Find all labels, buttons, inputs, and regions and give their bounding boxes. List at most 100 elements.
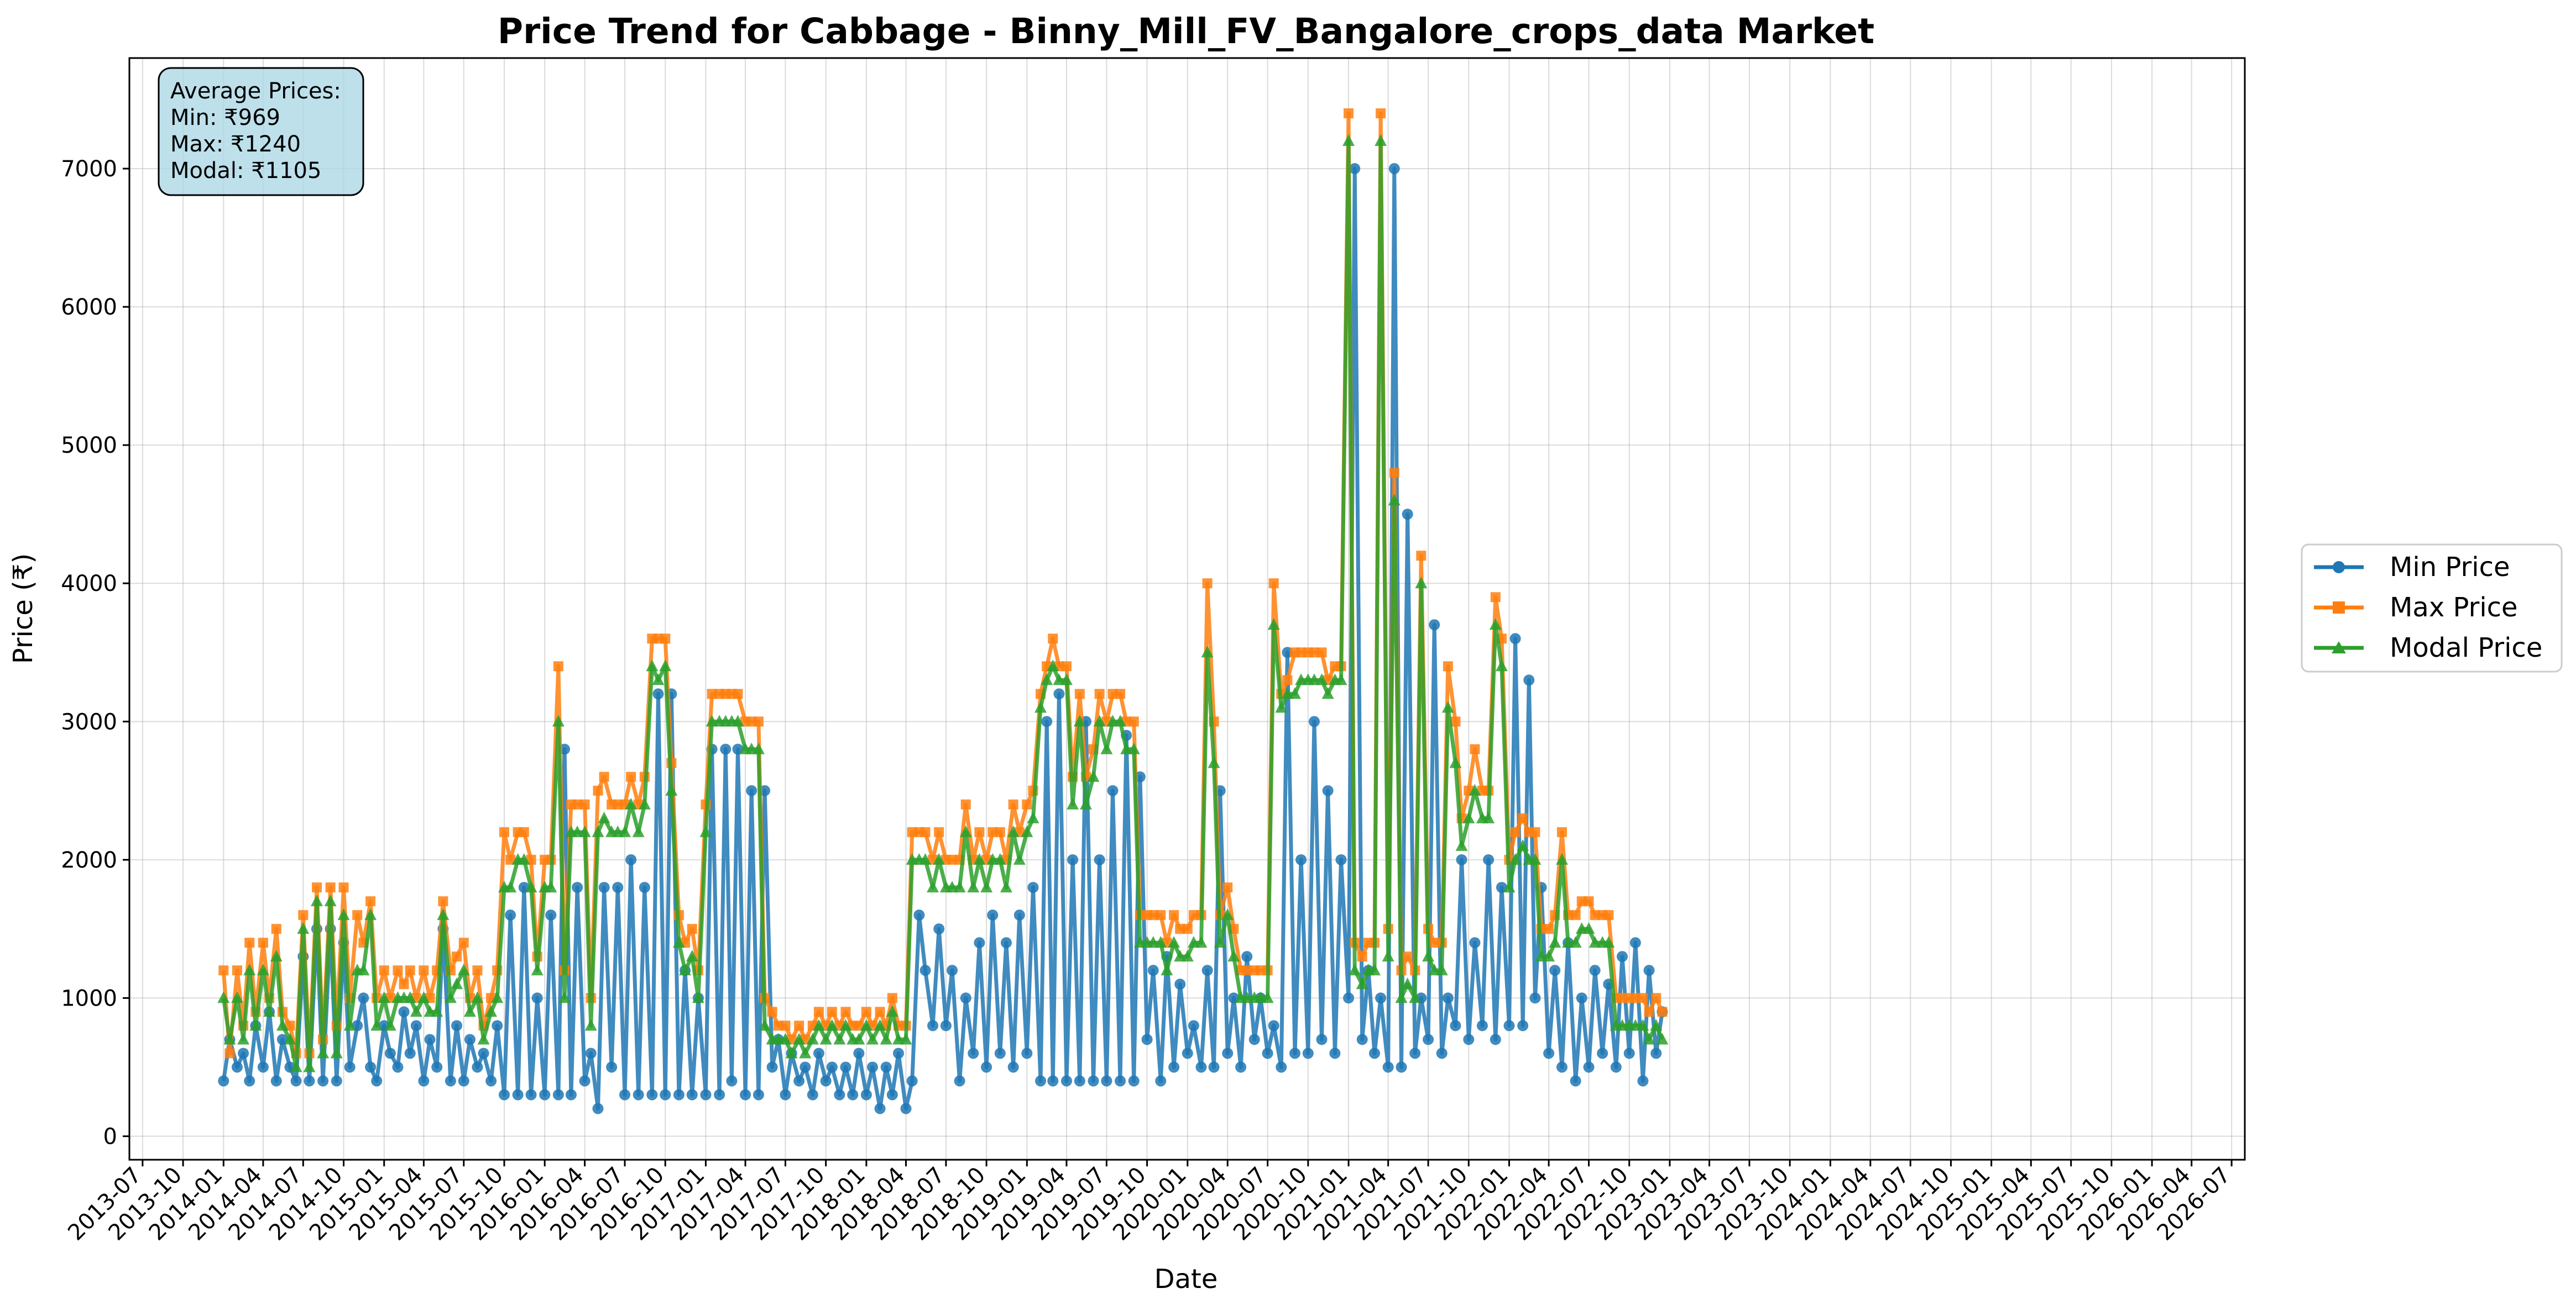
data-point-modal — [672, 936, 685, 948]
data-point-min — [720, 743, 731, 755]
data-point-max — [285, 1020, 295, 1031]
data-point-min — [445, 1075, 456, 1087]
data-point-min — [392, 1061, 404, 1073]
data-point-max — [519, 827, 529, 837]
data-point-max — [1008, 799, 1018, 810]
data-point-min — [344, 1061, 356, 1073]
data-point-modal — [967, 881, 980, 893]
data-point-max — [505, 855, 516, 865]
data-point-max — [1402, 951, 1413, 962]
data-point-max — [1344, 108, 1354, 119]
data-point-min — [652, 688, 664, 700]
data-point-min — [539, 1089, 551, 1101]
data-point-modal — [874, 1019, 886, 1031]
data-point-min — [639, 882, 650, 893]
data-point-max — [1022, 799, 1032, 810]
data-point-min — [1182, 1048, 1193, 1059]
data-point-min — [793, 1075, 805, 1087]
data-point-modal — [927, 881, 939, 893]
data-point-min — [1128, 1075, 1140, 1087]
data-point-max — [1175, 924, 1185, 934]
data-point-min — [1623, 1048, 1635, 1059]
data-point-min — [1529, 992, 1541, 1004]
data-point-min — [290, 1075, 302, 1087]
data-point-max — [626, 772, 636, 782]
data-point-modal — [237, 1033, 250, 1045]
data-point-min — [1241, 951, 1253, 962]
data-point-modal — [584, 1019, 597, 1031]
data-point-min — [906, 1075, 918, 1087]
data-point-modal — [243, 964, 256, 976]
y-tick-label: 1000 — [61, 986, 117, 1011]
data-point-modal — [598, 811, 610, 824]
data-point-max — [813, 1007, 824, 1017]
data-point-max — [1518, 813, 1528, 824]
y-axis-label: Price (₹) — [8, 553, 39, 664]
data-point-max — [1156, 910, 1166, 920]
data-point-max — [419, 965, 429, 976]
data-point-modal — [625, 798, 638, 810]
data-point-modal — [1127, 742, 1140, 755]
data-point-min — [834, 1089, 845, 1101]
data-point-max — [1107, 689, 1118, 699]
data-point-min — [1629, 937, 1641, 949]
data-point-min — [940, 1020, 952, 1032]
data-point-min — [270, 1075, 282, 1087]
data-point-min — [1402, 509, 1413, 520]
data-point-min — [1556, 1061, 1567, 1073]
data-point-max — [794, 1020, 804, 1031]
legend-marker-max — [2333, 601, 2345, 614]
series-layer — [217, 108, 1669, 1114]
data-point-max — [438, 896, 448, 907]
data-point-modal — [638, 798, 651, 810]
data-point-modal — [290, 1060, 302, 1072]
data-point-modal — [1267, 618, 1280, 630]
data-point-min — [1295, 854, 1307, 866]
data-point-modal — [665, 784, 678, 796]
data-point-max — [1651, 993, 1661, 1003]
data-point-min — [1483, 854, 1495, 866]
data-point-modal — [1321, 687, 1334, 699]
data-point-min — [472, 1061, 483, 1073]
data-point-modal — [1154, 936, 1167, 948]
data-point-max — [1188, 910, 1199, 920]
data-point-modal — [819, 1033, 832, 1045]
data-point-max — [1644, 1007, 1654, 1017]
data-point-modal — [825, 1019, 838, 1031]
data-point-max — [244, 938, 255, 948]
data-point-modal — [1073, 715, 1086, 727]
data-point-modal — [276, 1019, 289, 1031]
data-point-min — [726, 1075, 738, 1087]
data-point-max — [947, 855, 958, 865]
data-point-max — [1603, 910, 1614, 920]
data-point-modal — [223, 1033, 236, 1045]
data-point-min — [505, 909, 516, 921]
data-point-modal — [552, 715, 565, 727]
data-point-min — [1208, 1061, 1220, 1073]
data-point-max — [1490, 592, 1501, 603]
data-point-modal — [860, 1019, 872, 1031]
data-point-modal — [303, 1060, 316, 1072]
data-point-modal — [364, 908, 377, 920]
data-point-max — [780, 1020, 791, 1031]
data-point-max — [1048, 633, 1058, 644]
data-point-min — [913, 909, 925, 921]
data-point-modal — [953, 881, 966, 893]
data-point-min — [1442, 992, 1454, 1004]
data-point-modal — [1021, 825, 1033, 837]
data-point-min — [238, 1048, 249, 1059]
data-point-min — [1047, 1075, 1059, 1087]
data-point-modal — [994, 853, 1006, 865]
data-point-modal — [1495, 659, 1508, 672]
avg-min: Min: ₹969 — [170, 105, 280, 130]
data-point-min — [886, 1089, 898, 1101]
data-point-max — [1450, 716, 1461, 727]
data-point-max — [232, 965, 242, 976]
data-point-max — [1282, 675, 1293, 685]
data-point-min — [512, 1089, 524, 1101]
legend-entry-modal: Modal Price — [2314, 632, 2542, 663]
legend-label-modal: Modal Price — [2390, 632, 2542, 663]
data-point-min — [458, 1075, 469, 1087]
legend-entry-min: Min Price — [2314, 552, 2510, 583]
data-point-modal — [1375, 134, 1387, 146]
